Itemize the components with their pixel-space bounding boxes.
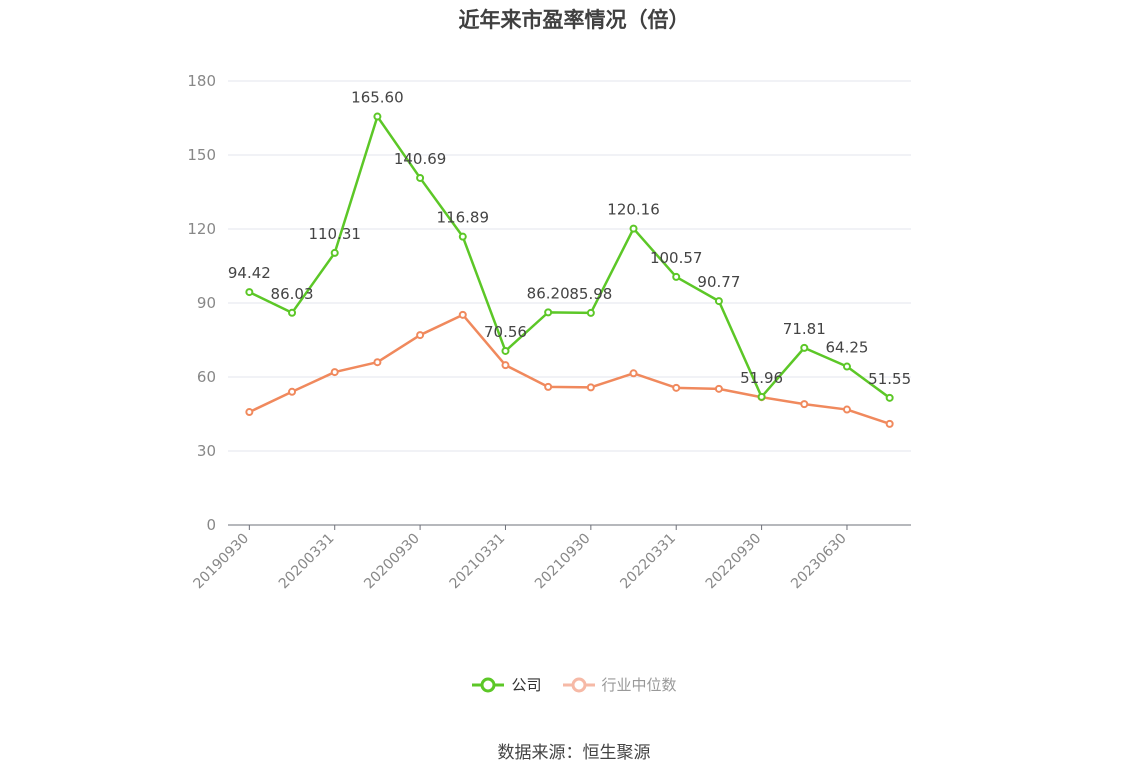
data-point — [714, 297, 723, 306]
data-label: 51.96 — [740, 369, 783, 387]
data-point — [842, 362, 851, 371]
data-label: 140.69 — [394, 150, 447, 168]
legend-company-marker-icon — [472, 677, 505, 692]
data-point — [800, 343, 809, 352]
data-point — [501, 346, 510, 355]
data-point — [629, 224, 638, 233]
data-point — [416, 331, 425, 340]
data-point — [501, 361, 510, 370]
data-label: 85.98 — [569, 285, 612, 303]
y-axis: 0 30 60 90 120 150 180 — [187, 72, 216, 534]
data-label: 90.77 — [697, 273, 740, 291]
grid-lines — [228, 80, 911, 452]
data-point — [458, 310, 467, 319]
x-tick-label: 20220930 — [703, 531, 765, 593]
data-label: 51.55 — [868, 370, 911, 388]
data-label: 71.81 — [783, 320, 826, 338]
series-layer — [245, 112, 894, 428]
data-point — [586, 383, 595, 392]
x-tick-label: 20220331 — [617, 531, 679, 593]
x-tick-label: 20190930 — [190, 531, 252, 593]
data-point — [885, 419, 894, 428]
data-label: 70.56 — [484, 323, 527, 341]
data-label: 86.03 — [271, 285, 314, 303]
data-source: 数据来源：恒生聚源 — [497, 743, 651, 763]
data-point — [757, 392, 766, 401]
data-point — [373, 358, 382, 367]
x-tick-label: 20210331 — [447, 531, 509, 593]
data-label: 64.25 — [825, 339, 868, 357]
series-line-1 — [248, 313, 891, 426]
y-tick-label: 120 — [187, 220, 216, 238]
x-axis: 20190930 20200331 20200930 20210331 20210930… — [190, 524, 911, 593]
data-point — [245, 408, 254, 417]
data-point — [458, 232, 467, 241]
legend-item-company[interactable]: 公司 — [471, 674, 542, 695]
x-tick-label: 20230630 — [788, 531, 850, 593]
data-point — [330, 368, 339, 377]
data-label: 94.42 — [228, 264, 271, 282]
series-line-0 — [248, 115, 891, 399]
data-point — [672, 383, 681, 392]
data-point — [800, 400, 809, 409]
y-tick-label: 150 — [187, 146, 216, 164]
data-label: 100.57 — [650, 249, 703, 267]
data-point — [245, 288, 254, 297]
data-label: 120.16 — [607, 201, 660, 219]
data-label: 86.20 — [527, 284, 570, 302]
data-point — [373, 112, 382, 121]
y-tick-label: 30 — [197, 442, 216, 460]
legend-item-industry-median[interactable]: 行业中位数 — [562, 674, 677, 695]
legend-label-company: 公司 — [511, 676, 542, 694]
y-tick-label: 60 — [197, 368, 216, 386]
data-point — [330, 248, 339, 257]
legend-industry-marker-icon — [562, 677, 595, 692]
data-point — [714, 384, 723, 393]
x-tick-label: 20210930 — [532, 531, 594, 593]
data-point — [842, 405, 851, 414]
data-point — [544, 382, 553, 391]
data-point — [288, 308, 297, 317]
data-label: 165.60 — [351, 89, 404, 107]
y-tick-label: 0 — [206, 516, 216, 534]
y-tick-label: 90 — [197, 294, 216, 312]
x-tick-label: 20200930 — [361, 531, 423, 593]
data-label: 116.89 — [437, 209, 490, 227]
legend-label-industry-median: 行业中位数 — [601, 676, 677, 694]
legend: 公司 行业中位数 — [0, 674, 1148, 695]
data-point — [288, 387, 297, 396]
data-point — [544, 308, 553, 317]
data-point — [885, 393, 894, 402]
x-tick-label: 20200331 — [276, 531, 338, 593]
data-point — [586, 308, 595, 317]
data-point — [416, 173, 425, 182]
y-tick-label: 180 — [187, 72, 216, 90]
chart-title: 近年来市盈率情况（倍） — [458, 8, 690, 32]
data-point — [629, 369, 638, 378]
data-point — [672, 272, 681, 281]
data-label: 110.31 — [308, 225, 361, 243]
